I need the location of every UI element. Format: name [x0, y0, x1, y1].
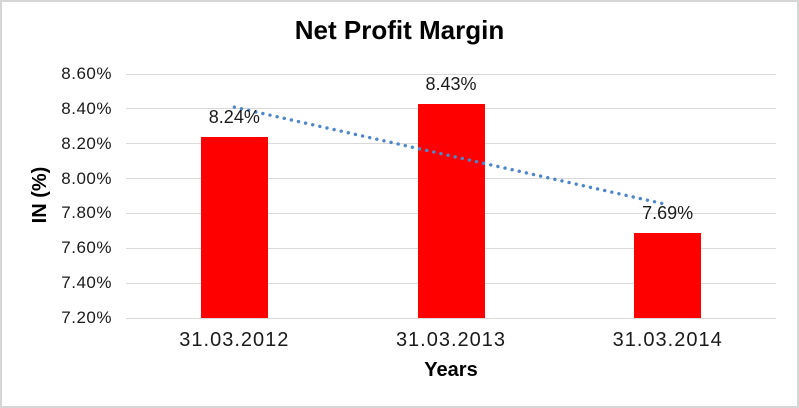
y-tick-label: 7.40%: [61, 273, 112, 293]
chart-title: Net Profit Margin: [294, 15, 505, 45]
x-tick-label: 31.03.2014: [612, 329, 723, 351]
bar: [634, 232, 702, 318]
y-tick-label: 7.80%: [61, 203, 112, 223]
bar-data-label: 8.24%: [208, 106, 260, 127]
x-tick-label: 31.03.2012: [179, 329, 290, 351]
gridline: [126, 317, 776, 319]
gridline: [126, 73, 776, 75]
bar-data-label: 8.43%: [425, 73, 477, 94]
x-tick-label: 31.03.2013: [395, 329, 507, 351]
y-tick-label: 8.00%: [61, 168, 112, 188]
y-tick-label: 7.60%: [61, 238, 112, 258]
bar-data-label: 7.69%: [642, 202, 694, 223]
y-tick-label: 8.60%: [61, 64, 112, 83]
bar: [417, 103, 485, 318]
y-tick-label: 7.20%: [61, 308, 112, 327]
bar: [200, 136, 268, 318]
x-axis-title: Years: [424, 359, 478, 381]
y-tick-label: 8.40%: [61, 98, 112, 118]
y-tick-label: 8.20%: [61, 133, 112, 153]
